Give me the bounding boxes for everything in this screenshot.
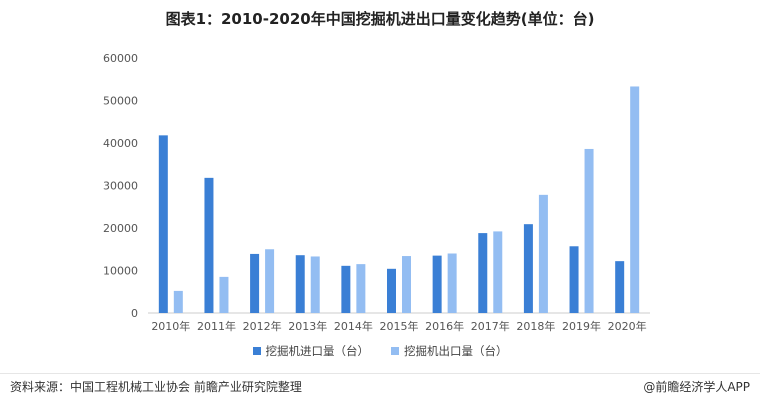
bar-import (615, 261, 625, 313)
chart-title: 图表1：2010-2020年中国挖掘机进出口量变化趋势(单位：台) (165, 10, 595, 28)
x-tick-label: 2017年 (471, 319, 510, 333)
bar-import (295, 255, 305, 313)
bar-import (250, 253, 260, 313)
bar-export (447, 253, 457, 313)
y-tick-label: 10000 (103, 265, 138, 278)
x-tick-label: 2018年 (516, 319, 555, 333)
bar-export (630, 86, 640, 313)
brand-credit: @前瞻经济学人APP (643, 378, 750, 395)
bar-import (204, 177, 214, 313)
bar-import (158, 135, 168, 313)
x-tick-label: 2015年 (380, 319, 419, 333)
brand-credit-text: @前瞻经济学人APP (643, 380, 750, 394)
x-tick-label: 2020年 (608, 319, 647, 333)
y-tick-label: 0 (131, 307, 138, 320)
legend-item-import: 挖掘机进口量（台） (252, 343, 370, 359)
bar-export (584, 148, 594, 313)
x-tick-label: 2019年 (562, 319, 601, 333)
bar-import (341, 265, 351, 313)
x-tick-label: 2014年 (334, 319, 373, 333)
x-tick-label: 2012年 (243, 319, 282, 333)
legend-swatch-export (391, 347, 399, 355)
bar-import (387, 268, 396, 313)
bar-import (523, 224, 533, 313)
bar-import (432, 255, 442, 313)
bar-export (538, 194, 548, 313)
x-tick-label: 2013年 (288, 319, 327, 333)
legend-swatch-import (252, 347, 261, 355)
y-tick-label: 50000 (103, 95, 138, 108)
legend-label-import: 挖掘机进口量（台） (265, 344, 370, 358)
chart-legend: 挖掘机进口量（台） 挖掘机出口量（台） (0, 343, 760, 359)
bar-import (478, 233, 488, 313)
source-note: 资料来源：中国工程机械工业协会 前瞻产业研究院整理 (10, 380, 302, 394)
legend-item-export: 挖掘机出口量（台） (391, 343, 508, 359)
x-tick-label: 2016年 (425, 319, 464, 333)
bar-chart: 0 10000 20000 30000 40000 50000 60000 2010年 2011… (103, 52, 650, 333)
bar-export (493, 231, 503, 313)
y-tick-label: 30000 (103, 180, 138, 193)
bar-export (173, 290, 183, 313)
bar-import (569, 246, 579, 313)
y-tick-label: 20000 (103, 222, 138, 235)
bar-export (356, 264, 366, 313)
bar-export (265, 249, 275, 313)
bar-export (310, 256, 320, 313)
x-tick-label: 2010年 (151, 319, 190, 333)
y-tick-label: 60000 (103, 52, 138, 65)
y-tick-label: 40000 (103, 137, 138, 150)
bar-export (219, 276, 229, 313)
footer: 资料来源：中国工程机械工业协会 前瞻产业研究院整理 @前瞻经济学人APP (0, 373, 760, 400)
legend-label-export: 挖掘机出口量（台） (404, 344, 508, 358)
x-tick-label: 2011年 (197, 319, 236, 333)
bar-export (402, 256, 411, 313)
